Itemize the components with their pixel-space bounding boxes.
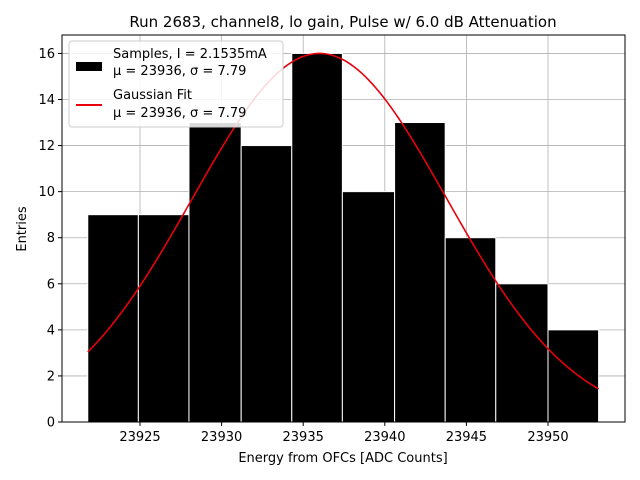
- histogram-bars: [87, 52, 600, 423]
- x-tick-label: 23950: [527, 430, 568, 445]
- x-axis-label: Energy from OFCs [ADC Counts]: [238, 451, 447, 466]
- x-tick-label: 23935: [283, 430, 324, 445]
- gaussian-fit-curve: [87, 52, 599, 390]
- histogram-bar: [341, 191, 396, 423]
- x-axis-ticks: 23925 23930 23935 23940 23945 23950: [119, 422, 569, 445]
- histogram-bar: [188, 122, 242, 423]
- gaussian-fit-line: [87, 52, 599, 390]
- legend-fit-label: Gaussian Fit: [113, 88, 192, 103]
- y-tick-label: 14: [38, 93, 55, 108]
- histogram-bar: [394, 122, 446, 423]
- y-tick-label: 10: [38, 185, 55, 200]
- x-tick-label: 23940: [364, 430, 405, 445]
- y-tick-label: 12: [38, 139, 55, 154]
- chart-title: Run 2683, channel8, lo gain, Pulse w/ 6.…: [129, 13, 556, 31]
- histogram-bar: [495, 283, 549, 423]
- y-tick-label: 2: [47, 369, 55, 384]
- legend: Samples, I = 2.1535mA μ = 23936, σ = 7.7…: [68, 40, 284, 128]
- legend-samples-swatch: [76, 62, 102, 71]
- y-axis-ticks: 0 2 4 6 8 10 12 14 16: [38, 47, 62, 431]
- y-tick-label: 16: [38, 47, 55, 62]
- histogram-bar: [547, 329, 600, 423]
- y-tick-label: 6: [47, 277, 55, 292]
- y-tick-label: 0: [47, 416, 55, 431]
- y-tick-label: 4: [47, 323, 55, 338]
- plot-frame: [61, 34, 626, 423]
- histogram-bar: [137, 214, 190, 423]
- y-axis-label: Entries: [15, 206, 30, 252]
- histogram-bar: [87, 214, 139, 423]
- x-tick-label: 23945: [446, 430, 487, 445]
- histogram-bar: [240, 145, 293, 423]
- histogram-bar: [291, 52, 343, 423]
- legend-samples-label: Samples, I = 2.1535mA: [113, 47, 267, 62]
- legend-box: [68, 40, 284, 128]
- legend-samples-stats: μ = 23936, σ = 7.79: [113, 64, 246, 79]
- x-tick-label: 23930: [201, 430, 242, 445]
- legend-fit-stats: μ = 23936, σ = 7.79: [113, 106, 246, 121]
- y-tick-label: 8: [47, 231, 55, 246]
- histogram-bar: [444, 237, 497, 423]
- x-tick-label: 23925: [119, 430, 160, 445]
